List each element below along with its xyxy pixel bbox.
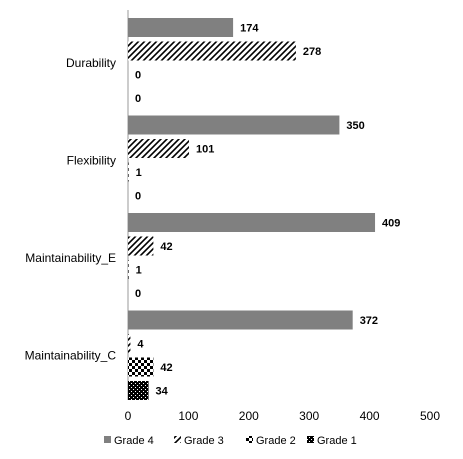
x-tick-label: 100 — [178, 409, 198, 423]
data-label-grade-4-maintainability-c: 372 — [360, 315, 378, 327]
legend-label-grade-4: Grade 4 — [114, 435, 154, 447]
legend-swatch-grade-1 — [307, 436, 314, 443]
x-tick-label: 0 — [125, 409, 132, 423]
data-label-grade-4-maintainability-e: 409 — [382, 218, 400, 230]
x-tick-label: 200 — [239, 409, 259, 423]
data-label-grade-2-maintainability-c: 42 — [160, 362, 172, 374]
x-tick-label: 400 — [360, 409, 380, 423]
bar-grade-3-maintainability-c — [128, 334, 131, 353]
data-label-grade-2-flexibility: 1 — [136, 167, 142, 179]
bar-grade-3-flexibility — [128, 139, 190, 158]
data-label-grade-1-durability: 0 — [135, 93, 141, 105]
category-label-maintainability-e: Maintainability_E — [25, 251, 116, 265]
x-tick-label: 500 — [420, 409, 440, 423]
legend-label-grade-3: Grade 3 — [184, 435, 224, 447]
data-label-grade-3-flexibility: 101 — [196, 144, 214, 156]
legend-label-grade-1: Grade 1 — [317, 435, 357, 447]
bar-grade-1-maintainability-c — [128, 381, 149, 400]
data-label-grade-3-maintainability-e: 42 — [160, 241, 172, 253]
x-tick-label: 300 — [299, 409, 319, 423]
legend-swatch-grade-2 — [246, 436, 253, 443]
data-label-grade-1-maintainability-c: 34 — [156, 386, 169, 398]
category-label-flexibility: Flexibility — [67, 153, 116, 167]
data-label-grade-2-maintainability-e: 1 — [136, 265, 142, 277]
legend-swatch-grade-4 — [104, 436, 111, 443]
plot-area: Durability 174 278 0 0 Flexibility 350 101 1 0 Mai… — [25, 10, 440, 423]
bar-grade-3-maintainability-e — [128, 236, 154, 256]
category-label-durability: Durability — [66, 56, 116, 70]
data-label-grade-1-maintainability-e: 0 — [135, 288, 141, 300]
legend-label-grade-2: Grade 2 — [256, 435, 296, 447]
bar-grade-3-durability — [128, 41, 296, 61]
category-label-maintainability-c: Maintainability_C — [25, 348, 117, 362]
data-label-grade-4-flexibility: 350 — [346, 120, 364, 132]
bar-grade-4-maintainability-c — [128, 310, 353, 330]
bar-grade-2-maintainability-c — [128, 357, 154, 377]
data-label-grade-1-flexibility: 0 — [135, 191, 141, 203]
legend-swatch-grade-3 — [174, 436, 181, 443]
bar-grade-2-maintainability-e — [128, 260, 129, 279]
data-label-grade-3-maintainability-c: 4 — [137, 339, 144, 351]
legend: Grade 4 Grade 3 Grade 2 Grade 1 — [104, 435, 357, 447]
bar-grade-2-flexibility — [128, 162, 129, 182]
data-label-grade-4-durability: 174 — [240, 23, 259, 35]
data-label-grade-3-durability: 278 — [303, 46, 321, 58]
bar-grade-4-durability — [128, 18, 234, 37]
bar-grade-4-flexibility — [128, 115, 340, 135]
bar-grade-4-maintainability-e — [128, 213, 376, 232]
data-label-grade-2-durability: 0 — [135, 70, 141, 82]
